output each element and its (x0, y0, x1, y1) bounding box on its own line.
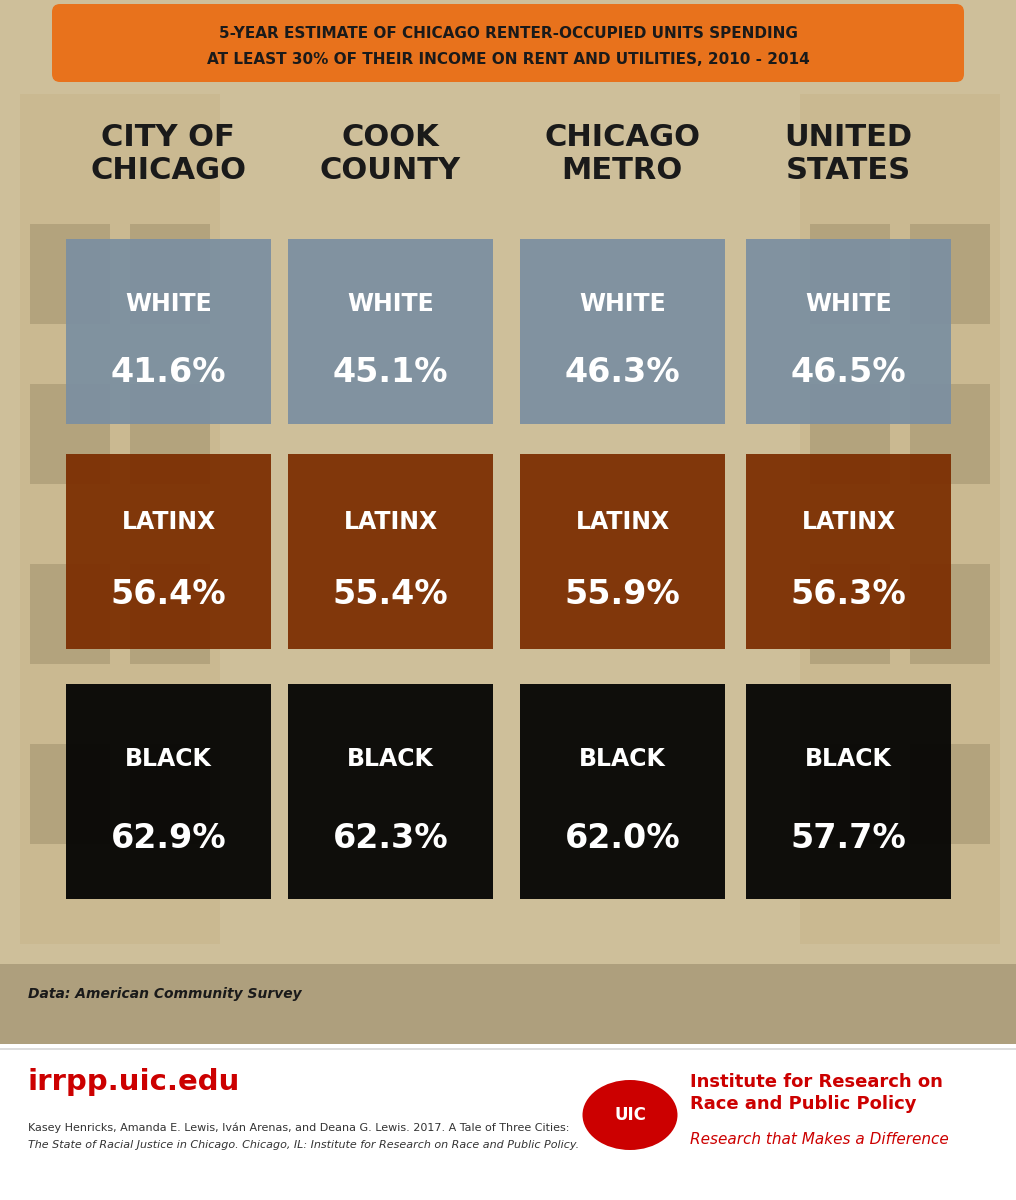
Text: 56.4%: 56.4% (111, 578, 227, 611)
Bar (30, 744, 110, 844)
Bar (810, 224, 890, 324)
Text: WHITE: WHITE (347, 292, 434, 316)
Text: LATINX: LATINX (802, 510, 896, 534)
Text: irrpp.uic.edu: irrpp.uic.edu (28, 1068, 241, 1096)
Bar (30, 564, 110, 664)
Text: BLACK: BLACK (805, 748, 892, 772)
Text: BLACK: BLACK (347, 748, 434, 772)
Text: CHICAGO
METRO: CHICAGO METRO (544, 124, 700, 185)
Bar (520, 454, 725, 649)
Bar (130, 384, 210, 484)
Ellipse shape (610, 0, 790, 84)
Bar (288, 239, 493, 424)
FancyBboxPatch shape (52, 4, 964, 82)
Bar (520, 684, 725, 899)
Text: 62.3%: 62.3% (332, 822, 448, 856)
Text: Research that Makes a Difference: Research that Makes a Difference (690, 1133, 949, 1147)
Text: BLACK: BLACK (125, 748, 212, 772)
Bar (0, 964, 1016, 1044)
Bar (520, 239, 725, 424)
Bar (910, 564, 990, 664)
Bar (130, 564, 210, 664)
Bar (130, 224, 210, 324)
Bar (810, 564, 890, 664)
Text: BLACK: BLACK (579, 748, 665, 772)
Text: 5-YEAR ESTIMATE OF CHICAGO RENTER-OCCUPIED UNITS SPENDING: 5-YEAR ESTIMATE OF CHICAGO RENTER-OCCUPI… (218, 26, 798, 42)
Bar (746, 239, 951, 424)
Bar (288, 684, 493, 899)
Text: 41.6%: 41.6% (111, 355, 227, 389)
Text: 62.0%: 62.0% (565, 822, 681, 856)
Text: 45.1%: 45.1% (333, 355, 448, 389)
Text: 56.3%: 56.3% (790, 578, 906, 611)
Text: WHITE: WHITE (579, 292, 665, 316)
Bar (810, 384, 890, 484)
Text: 57.7%: 57.7% (790, 822, 906, 856)
Text: LATINX: LATINX (343, 510, 438, 534)
Text: 55.9%: 55.9% (565, 578, 681, 611)
Bar (130, 744, 210, 844)
Bar (910, 384, 990, 484)
Bar (746, 684, 951, 899)
Text: UIC: UIC (614, 1106, 646, 1124)
Bar (66, 454, 271, 649)
Text: AT LEAST 30% OF THEIR INCOME ON RENT AND UTILITIES, 2010 - 2014: AT LEAST 30% OF THEIR INCOME ON RENT AND… (206, 53, 810, 67)
Text: WHITE: WHITE (805, 292, 892, 316)
Text: LATINX: LATINX (121, 510, 215, 534)
Text: The State of Racial Justice in Chicago. Chicago, IL: Institute for Research on R: The State of Racial Justice in Chicago. … (28, 1140, 579, 1150)
Text: Kasey Henricks, Amanda E. Lewis, Iván Arenas, and Deana G. Lewis. 2017. A Tale o: Kasey Henricks, Amanda E. Lewis, Iván Ar… (28, 1123, 569, 1133)
Bar (910, 224, 990, 324)
Ellipse shape (230, 0, 410, 84)
Text: 46.5%: 46.5% (790, 355, 906, 389)
Ellipse shape (582, 1080, 678, 1150)
Bar (746, 454, 951, 649)
Bar (800, 94, 1000, 944)
Bar (810, 744, 890, 844)
Text: 46.3%: 46.3% (565, 355, 681, 389)
Text: COOK
COUNTY: COOK COUNTY (319, 124, 460, 185)
Text: Data: American Community Survey: Data: American Community Survey (28, 986, 302, 1001)
Bar (910, 744, 990, 844)
Bar (288, 454, 493, 649)
Text: LATINX: LATINX (575, 510, 670, 534)
Text: Race and Public Policy: Race and Public Policy (690, 1094, 916, 1114)
Bar (66, 239, 271, 424)
Text: 62.9%: 62.9% (111, 822, 227, 856)
Text: Institute for Research on: Institute for Research on (690, 1073, 943, 1091)
Text: CITY OF
CHICAGO: CITY OF CHICAGO (90, 124, 246, 185)
Bar (66, 684, 271, 899)
Bar (30, 384, 110, 484)
Text: 55.4%: 55.4% (332, 578, 448, 611)
Bar (20, 94, 220, 944)
Bar (30, 224, 110, 324)
Bar (0, 1048, 1016, 1050)
Text: WHITE: WHITE (125, 292, 212, 316)
Text: UNITED
STATES: UNITED STATES (784, 124, 912, 185)
